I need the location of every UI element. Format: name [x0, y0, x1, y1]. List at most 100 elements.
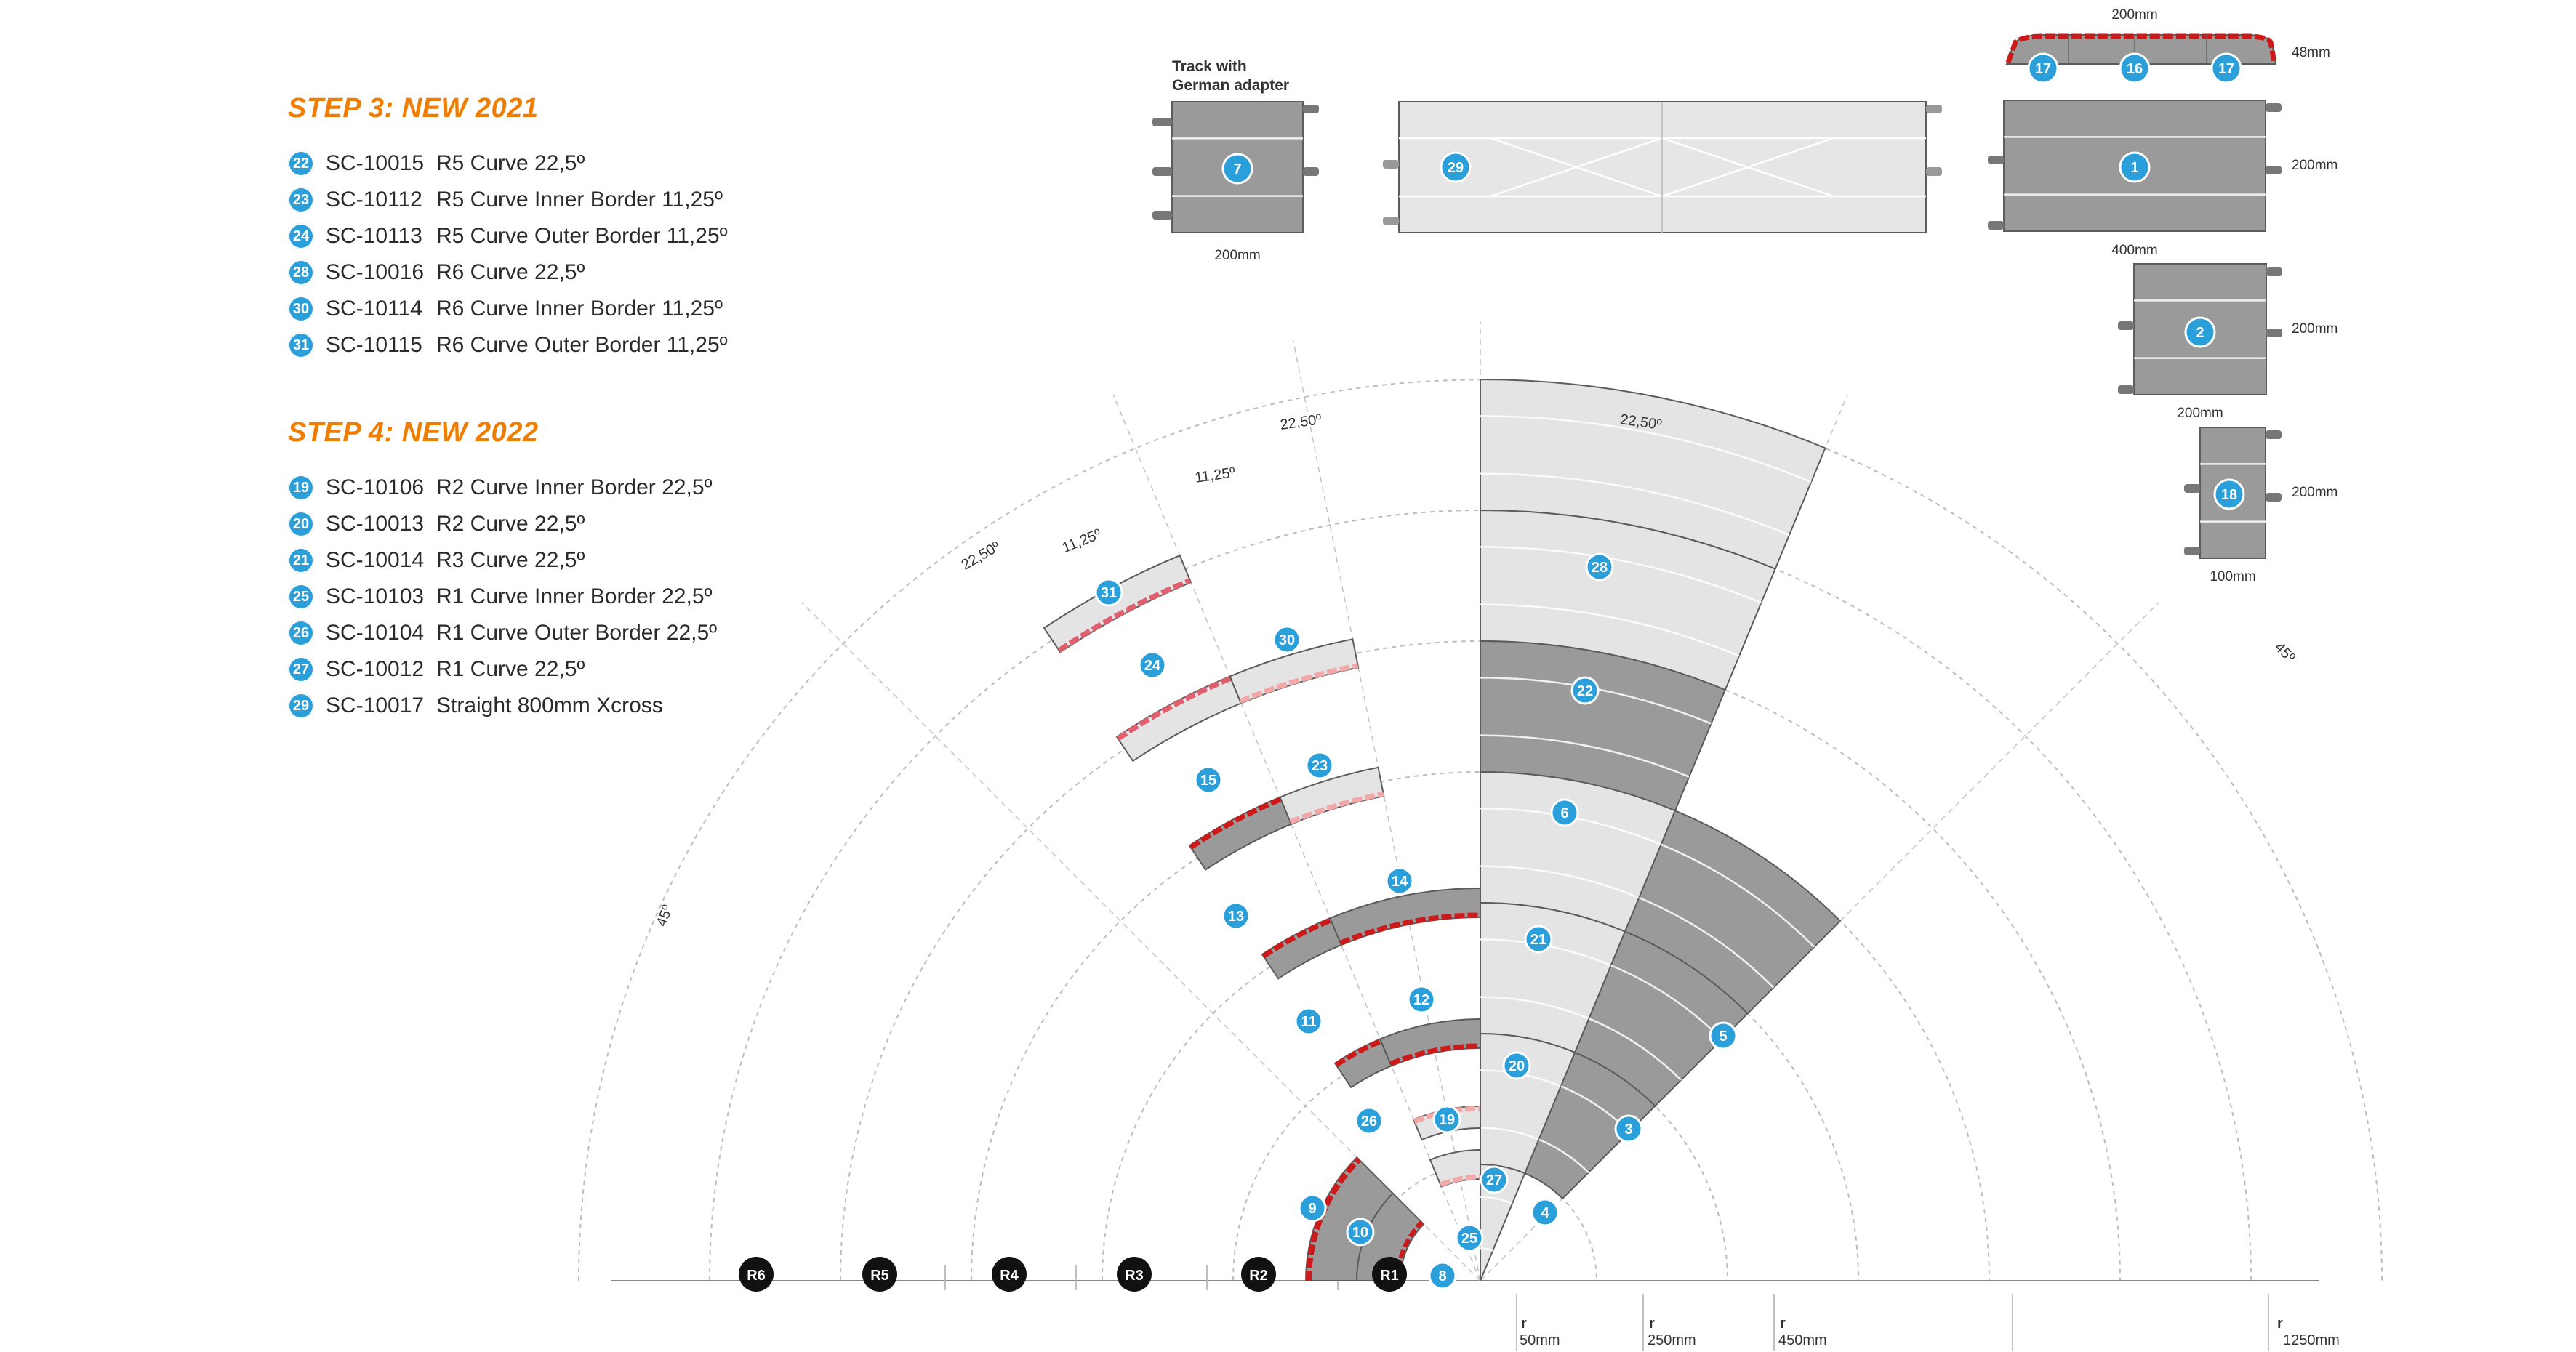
legend-item: 22 SC-10015 R5 Curve 22,5º — [288, 145, 728, 182]
badge-number: 3 — [1624, 1122, 1632, 1138]
number-badge: 3 — [1614, 1114, 1643, 1143]
connector — [2118, 321, 2134, 330]
piece-badge: 23 — [288, 187, 314, 213]
badge-number: 25 — [1461, 1231, 1477, 1247]
badge-number: 15 — [1200, 773, 1216, 789]
connector — [2266, 329, 2282, 337]
number-badge: 18 — [2213, 478, 2245, 510]
number-badge: 22 — [1570, 676, 1600, 705]
legend-item: 28 SC-10016 R6 Curve 22,5º — [288, 254, 728, 291]
badge-circle — [1524, 925, 1553, 954]
product-description: R2 Curve 22,5º — [436, 512, 585, 536]
step4-title: STEP 4: NEW 2022 — [288, 417, 539, 448]
connector — [1152, 211, 1172, 220]
border-edge — [1261, 917, 1332, 959]
connector — [1152, 167, 1172, 176]
badge-number: 29 — [1448, 160, 1464, 176]
badge-circle — [1294, 1007, 1323, 1036]
lane-line — [1480, 865, 1640, 899]
product-description: R2 Curve Inner Border 22,5º — [436, 475, 713, 499]
badge-circle — [1585, 552, 1614, 582]
number-badge: 28 — [1585, 552, 1614, 582]
badge-circle — [1428, 1261, 1457, 1290]
number-badge: 6 — [1550, 798, 1579, 827]
connector — [2266, 430, 2282, 439]
badge-number: 2 — [2196, 325, 2204, 341]
step3-title: STEP 3: NEW 2021 — [288, 93, 539, 124]
piece-badge: 27 — [288, 656, 314, 683]
badge-number: 16 — [2127, 61, 2143, 77]
piece-badge: 21 — [288, 547, 314, 574]
badge-number: 17 — [2218, 61, 2234, 77]
radius-label: R4 — [1000, 1268, 1019, 1284]
badge-number: 7 — [1233, 161, 1241, 177]
piece-badge: 28 — [288, 259, 314, 286]
number-badge: 5 — [1709, 1021, 1738, 1050]
badge-number: 24 — [1144, 658, 1161, 674]
piece1-width-label: 400mm — [2111, 243, 2157, 258]
connector — [2266, 166, 2282, 174]
radius-label: R3 — [1125, 1268, 1144, 1284]
badge-circle — [2119, 52, 2151, 84]
lane-line — [1480, 603, 1740, 657]
legend-item: 29 SC-10017 Straight 800mm Xcross — [288, 688, 717, 724]
connector — [1303, 105, 1319, 113]
badge-number: 30 — [1279, 632, 1295, 648]
lane-line — [1480, 734, 1690, 778]
track-pieces — [1043, 378, 1842, 1281]
piece-badge: 29 — [288, 693, 314, 719]
lane-line — [1480, 996, 1589, 1020]
piece-badge: 24 — [288, 223, 314, 249]
product-description: R6 Curve Inner Border 11,25º — [436, 297, 723, 321]
border-piece — [1043, 554, 1192, 653]
product-code: SC-10014 — [326, 548, 425, 572]
lane-line — [1480, 546, 1762, 604]
badge-number: 27 — [1486, 1172, 1502, 1188]
piece-badge: 19 — [288, 475, 314, 501]
number-badge: 17 — [2210, 52, 2242, 84]
product-code: SC-10015 — [326, 151, 425, 175]
radius-circle — [862, 1257, 897, 1292]
legend-item: 25 SC-10103 R1 Curve Inner Border 22,5º — [288, 579, 717, 615]
piece18-height-label: 200mm — [2292, 485, 2338, 500]
badge-number: 10 — [1352, 1225, 1368, 1241]
angle-ray — [1112, 394, 1481, 1281]
legend-item: 19 SC-10106 R2 Curve Inner Border 22,5º — [288, 470, 717, 506]
radius-label: R1 — [1380, 1268, 1399, 1284]
connector — [2184, 484, 2200, 493]
number-badge: 25 — [1455, 1223, 1484, 1252]
number-badge: 23 — [1305, 751, 1334, 780]
product-description: Straight 800mm Xcross — [436, 693, 663, 717]
piece-badge: 22 — [288, 150, 314, 177]
badge-circle — [1570, 676, 1600, 705]
dimension-r-label: r — [1780, 1316, 1786, 1332]
badge-circle — [1138, 651, 1167, 680]
badge-circle — [1298, 1194, 1327, 1223]
number-badge: 21 — [1524, 925, 1553, 954]
radius-badge: R5 — [862, 1257, 897, 1292]
border-edge — [1389, 1043, 1481, 1066]
lane-line — [1588, 1018, 1682, 1081]
border-edge — [1334, 1038, 1382, 1068]
number-badge: 11 — [1294, 1007, 1323, 1036]
legend-item: 27 SC-10012 R1 Curve 22,5º — [288, 651, 717, 688]
product-description: R5 Curve Inner Border 11,25º — [436, 188, 723, 212]
border-piece — [1115, 675, 1243, 762]
border-edge — [1289, 791, 1384, 825]
product-description: R5 Curve 22,5º — [436, 151, 585, 175]
piece18-width-label: 100mm — [2210, 569, 2255, 584]
border-edge — [1239, 663, 1359, 704]
badge-circle — [1272, 625, 1301, 654]
badge-number: 9 — [1308, 1201, 1316, 1217]
piece2-height-label: 200mm — [2292, 321, 2338, 337]
connector — [1926, 105, 1942, 113]
radius-circle — [1117, 1257, 1152, 1292]
badge-number: 1 — [2130, 160, 2138, 176]
radius-circle — [1372, 1257, 1407, 1292]
product-code: SC-10012 — [326, 657, 425, 681]
angle-ray — [1292, 339, 1481, 1281]
number-badge: 29 — [1440, 151, 1472, 183]
dimension-r-label: r — [1521, 1316, 1527, 1332]
number-badge: 26 — [1355, 1106, 1384, 1135]
badge-number: 6 — [1560, 805, 1568, 821]
